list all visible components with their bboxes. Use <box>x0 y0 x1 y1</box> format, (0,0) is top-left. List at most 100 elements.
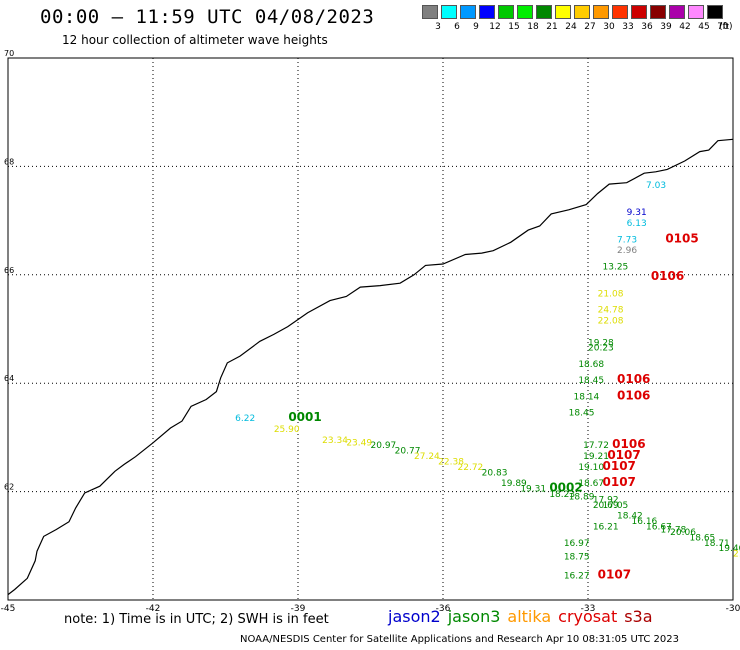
wave-height-label: 20.83 <box>482 468 508 478</box>
color-swatch <box>555 5 571 19</box>
wave-height-label: 7.03 <box>646 181 666 191</box>
footnote: note: 1) Time is in UTC; 2) SWH is in fe… <box>64 612 329 627</box>
wave-height-label: 9.31 <box>627 208 647 218</box>
wave-height-label: 18.67 <box>578 479 604 489</box>
wave-height-label: 13.25 <box>603 262 629 272</box>
color-swatch <box>574 5 590 19</box>
wave-height-label: 24.78 <box>598 306 624 316</box>
wave-height-label: 18.42 <box>617 512 643 522</box>
wave-height-label: 20.06 <box>670 528 696 538</box>
wave-height-label: 18.71 <box>704 539 730 549</box>
pass-id-label: 0107 <box>603 459 636 473</box>
color-swatch <box>498 5 514 19</box>
coastline <box>7 138 734 596</box>
color-scale-label: 12 <box>489 22 501 32</box>
wave-height-label: 17.05 <box>603 501 629 511</box>
wave-height-label: 18.65 <box>690 533 716 543</box>
wave-height-label: 6.13 <box>627 219 647 229</box>
pass-id-label: 0106 <box>651 269 684 283</box>
color-scale-label: 36 <box>641 22 653 32</box>
wave-height-label: 18.45 <box>569 409 595 419</box>
wave-height-label: 19.31 <box>520 485 546 495</box>
map-subtitle: 12 hour collection of altimeter wave hei… <box>62 33 328 47</box>
longitude-tick-label: -42 <box>146 604 161 614</box>
latitude-tick-label: 66 <box>4 266 14 275</box>
latitude-tick-label: 68 <box>4 157 14 166</box>
wave-height-label: 16.67 <box>646 523 672 533</box>
wave-height-label: 18.68 <box>578 360 604 370</box>
satellite-legend: jason2 jason3 altika cryosat s3a <box>388 607 660 626</box>
legend-item-jason2: jason2 <box>388 607 441 626</box>
color-scale-label: 42 <box>679 22 691 32</box>
color-scale-label: 9 <box>473 22 479 32</box>
legend-item-jason3: jason3 <box>447 607 501 626</box>
longitude-tick-label: -45 <box>1 604 16 614</box>
pass-id-label: 0106 <box>617 388 650 402</box>
pass-id-label: 0002 <box>549 481 582 495</box>
wave-height-label: 16.27 <box>564 571 590 581</box>
color-swatch <box>612 5 628 19</box>
wave-height-label: 20.97 <box>371 441 397 451</box>
wave-height-label: 27.24 <box>414 452 440 462</box>
color-scale-label: 27 <box>584 22 596 32</box>
color-swatch <box>460 5 476 19</box>
color-swatch <box>441 5 457 19</box>
color-scale-label: 70 <box>717 22 729 32</box>
color-scale-label: 3 <box>435 22 441 32</box>
legend-item-s3a: s3a <box>624 607 653 626</box>
pass-id-label: 0001 <box>288 410 321 424</box>
credit-line: NOAA/NESDIS Center for Satellite Applica… <box>240 634 679 645</box>
color-scale-label: 6 <box>454 22 460 32</box>
latitude-tick-label: 70 <box>4 49 14 58</box>
map-title: 00:00 – 11:59 UTC 04/08/2023 <box>40 6 375 28</box>
wave-height-label: 19.21 <box>583 452 609 462</box>
wave-height-label: 20.77 <box>395 447 421 457</box>
wave-height-label: 18.23 <box>549 490 575 500</box>
pass-id-label: 0105 <box>665 231 698 245</box>
wave-height-label: 22.72 <box>458 463 484 473</box>
wave-height-label: 19.10 <box>578 463 604 473</box>
longitude-tick-label: -33 <box>581 604 596 614</box>
color-swatch <box>631 5 647 19</box>
color-scale-label: 18 <box>527 22 539 32</box>
wave-height-label: 17.72 <box>583 441 609 451</box>
wave-height-label: 6.22 <box>235 414 255 424</box>
color-swatch <box>669 5 685 19</box>
wave-height-label: 16.16 <box>632 517 658 527</box>
longitude-tick-label: -36 <box>436 604 451 614</box>
wave-height-label: 23.49 <box>346 439 372 449</box>
pass-id-label: 0107 <box>603 475 636 489</box>
wave-height-label: 17.92 <box>593 495 619 505</box>
wave-height-label: 18.45 <box>578 376 604 386</box>
color-swatch <box>517 5 533 19</box>
color-swatch <box>479 5 495 19</box>
wave-height-label: 19.46 <box>719 544 740 554</box>
wave-height-label: 22.38 <box>438 458 464 468</box>
map-frame <box>7 57 734 601</box>
color-scale-unit: (ft) <box>719 22 733 32</box>
wave-height-label: 19.89 <box>501 479 527 489</box>
wave-height-label: 2.96 <box>617 246 637 256</box>
color-swatch <box>688 5 704 19</box>
latitude-tick-label: 62 <box>4 483 14 492</box>
color-scale-label: 21 <box>546 22 558 32</box>
color-scale-label: 30 <box>603 22 615 32</box>
wave-height-label: 18.75 <box>564 552 590 562</box>
color-scale-label: 33 <box>622 22 634 32</box>
wave-height-label: 21.60 <box>733 550 740 560</box>
color-swatch <box>593 5 609 19</box>
wave-height-label: 23.34 <box>322 436 348 446</box>
wave-height-label: 18.89 <box>569 493 595 503</box>
color-scale-label: 24 <box>565 22 577 32</box>
color-swatch <box>650 5 666 19</box>
pass-id-label: 0107 <box>607 448 640 462</box>
pass-id-label: 0107 <box>598 567 631 581</box>
legend-item-altika: altika <box>507 607 552 626</box>
wave-height-label: 20.69 <box>593 501 619 511</box>
latitude-tick-label: 64 <box>4 374 14 383</box>
wave-height-label: 25.90 <box>274 425 300 435</box>
pass-id-label: 0106 <box>612 437 645 451</box>
wave-height-label: 21.08 <box>598 289 624 299</box>
longitude-tick-label: -30 <box>726 604 740 614</box>
color-swatch <box>707 5 723 19</box>
